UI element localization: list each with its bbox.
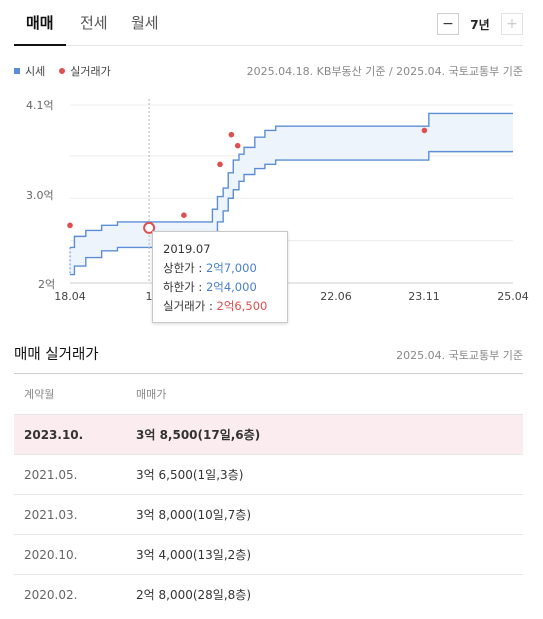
sales-section-title: 매매 실거래가 xyxy=(14,347,99,363)
table-row[interactable]: 2021.03. 3억 8,000(10일,7층) xyxy=(14,494,523,534)
deal-type-tabs: 매매 전세 월세 xyxy=(14,0,523,46)
row-date: 2023.10. xyxy=(24,427,84,442)
row-date: 2021.05. xyxy=(24,467,78,482)
row-price: 3억 8,000(10일,7층) xyxy=(136,508,252,522)
row-price: 2억 8,000(28일,8층) xyxy=(136,588,252,602)
deal-point xyxy=(421,127,428,134)
period-increase-button[interactable]: + xyxy=(501,13,523,35)
chart-tooltip: 2019.07 상한가 : 2억7,000 하한가 : 2억4,000 실거래가… xyxy=(152,231,288,323)
sales-source: 2025.04. 국토교통부 기준 xyxy=(396,349,523,362)
table-row[interactable]: 2021.05. 3억 6,500(1일,3층) xyxy=(14,454,523,494)
x-tick-label: 23.11 xyxy=(408,290,440,303)
y-tick-label: 3.0억 xyxy=(26,189,54,202)
row-date: 2021.03. xyxy=(24,507,78,522)
active-tab-indicator xyxy=(14,44,66,46)
period-value: 7년 xyxy=(470,17,490,32)
price-legend-icon xyxy=(14,68,20,74)
tab-sale[interactable]: 매매 xyxy=(26,14,54,32)
table-header: 계약월 매매가 xyxy=(14,374,523,414)
x-tick-label: 18.04 xyxy=(54,290,86,303)
tab-monthly-rent[interactable]: 월세 xyxy=(131,14,159,32)
table-row[interactable]: 2020.10. 3억 4,000(13일,2층) xyxy=(14,534,523,574)
legend-price-label: 시세 xyxy=(25,65,46,78)
chart-legend: 시세 실거래가 xyxy=(14,63,111,79)
deal-point xyxy=(67,222,73,229)
y-tick-label: 2억 xyxy=(38,278,56,291)
highlight-point xyxy=(143,221,156,234)
period-stepper: − 7년 + xyxy=(437,13,523,35)
row-date: 2020.02. xyxy=(24,587,78,602)
header-sale-price: 매매가 xyxy=(136,388,167,401)
tab-jeonse[interactable]: 전세 xyxy=(80,14,108,32)
deal-point xyxy=(228,131,235,138)
lower-price-line xyxy=(70,150,513,276)
row-price: 3억 6,500(1일,3층) xyxy=(136,468,244,482)
y-tick-label: 4.1억 xyxy=(26,99,54,112)
chart-source: 2025.04.18. KB부동산 기준 / 2025.04. 국토교통부 기준 xyxy=(246,65,523,78)
tooltip-deal: 실거래가 : 2억6,500 xyxy=(163,299,268,313)
header-contract-month: 계약월 xyxy=(24,388,55,401)
price-band-area xyxy=(70,113,513,275)
row-date: 2020.10. xyxy=(24,547,78,562)
deal-legend-icon xyxy=(59,68,66,74)
x-tick-label: 25.04 xyxy=(497,290,529,303)
tooltip-date: 2019.07 xyxy=(163,242,211,256)
x-tick-label: 22.06 xyxy=(320,290,352,303)
deal-point xyxy=(181,212,187,218)
upper-price-line xyxy=(70,112,513,249)
sales-table: 계약월 매매가 2023.10. 3억 8,500(17일,6층) 2021.0… xyxy=(14,373,523,614)
tooltip-upper: 상한가 : 2억7,000 xyxy=(163,261,257,275)
x-tick-label: 1 xyxy=(145,290,153,303)
table-row[interactable]: 2020.02. 2억 8,000(28일,8층) xyxy=(14,574,523,614)
row-price: 3억 8,500(17일,6층) xyxy=(136,428,261,442)
row-price: 3억 4,000(13일,2층) xyxy=(136,548,252,562)
legend-deal-label: 실거래가 xyxy=(70,65,111,78)
period-decrease-button[interactable]: − xyxy=(437,13,459,35)
table-row[interactable]: 2023.10. 3억 8,500(17일,6층) xyxy=(14,414,523,454)
deal-point xyxy=(234,142,241,149)
deal-point xyxy=(217,161,223,168)
tooltip-lower: 하한가 : 2억4,000 xyxy=(163,280,257,294)
